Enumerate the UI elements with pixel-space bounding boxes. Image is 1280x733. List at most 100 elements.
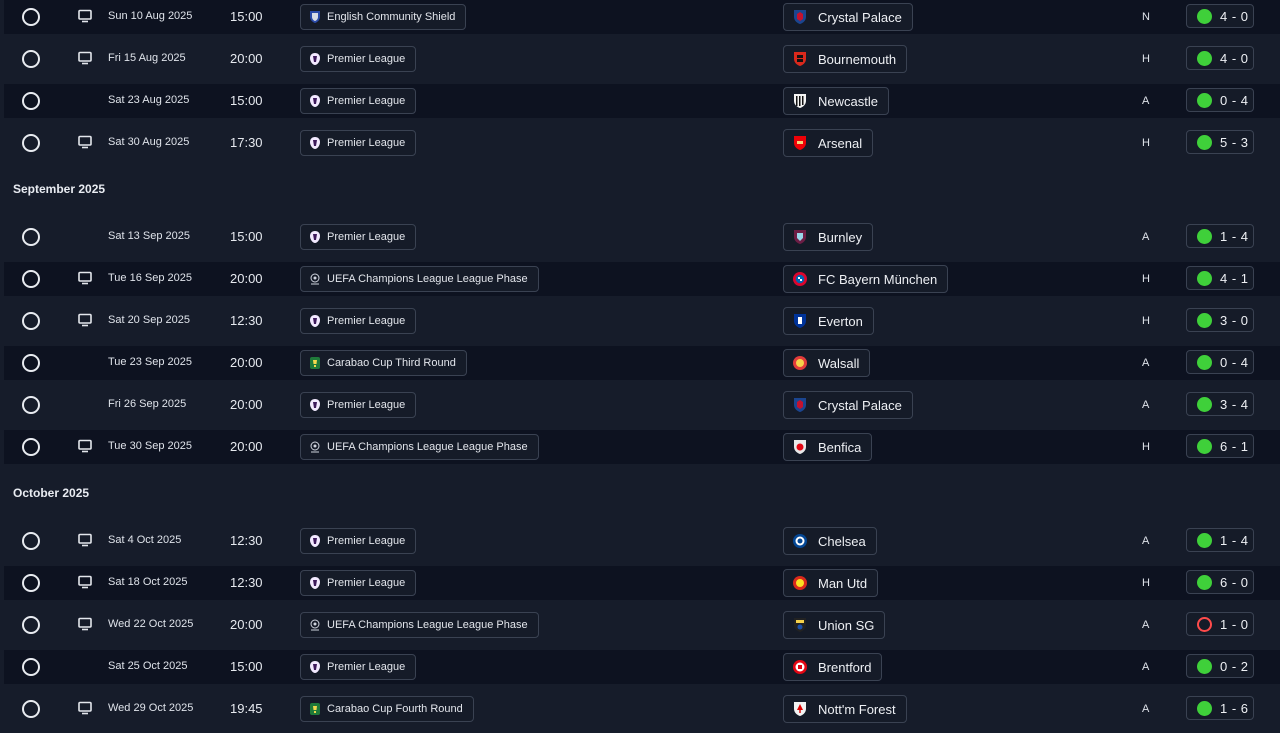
fixture-row[interactable]: Sat 20 Sep 2025 12:30 Premier League Everto… bbox=[4, 304, 1280, 338]
select-radio[interactable] bbox=[22, 354, 40, 372]
select-radio[interactable] bbox=[22, 228, 40, 246]
result-badge[interactable]: 3 - 0 bbox=[1186, 308, 1254, 332]
fixture-row[interactable]: Tue 30 Sep 2025 20:00 UEFA Champions Leagu… bbox=[4, 430, 1280, 464]
opponent-badge[interactable]: Arsenal bbox=[783, 129, 874, 157]
win-dot-icon bbox=[1197, 8, 1212, 24]
champions-league-icon bbox=[309, 440, 321, 454]
win-dot-icon bbox=[1197, 228, 1212, 244]
score: 6 - 1 bbox=[1220, 438, 1249, 454]
match-date: Sat 20 Sep 2025 bbox=[108, 314, 190, 326]
result-badge[interactable]: 0 - 2 bbox=[1186, 654, 1254, 678]
brentford-crest-icon bbox=[792, 659, 808, 675]
win-dot-icon bbox=[1197, 270, 1212, 286]
competition-badge[interactable]: UEFA Champions League League Phase bbox=[300, 434, 539, 460]
select-radio[interactable] bbox=[22, 616, 40, 634]
competition-badge[interactable]: Premier League bbox=[300, 392, 417, 418]
select-radio[interactable] bbox=[22, 396, 40, 414]
select-radio[interactable] bbox=[22, 438, 40, 456]
competition-badge[interactable]: Carabao Cup Third Round bbox=[300, 350, 467, 376]
competition-name: Premier League bbox=[327, 399, 406, 411]
opponent-badge[interactable]: Burnley bbox=[783, 223, 874, 251]
select-radio[interactable] bbox=[22, 312, 40, 330]
result-badge[interactable]: 3 - 4 bbox=[1186, 392, 1254, 416]
fixture-row[interactable]: Tue 16 Sep 2025 20:00 UEFA Champions Leagu… bbox=[4, 262, 1280, 296]
select-radio[interactable] bbox=[22, 50, 40, 68]
fixture-row[interactable]: Fri 15 Aug 2025 20:00 Premier League Bourne… bbox=[4, 42, 1280, 76]
fixture-row[interactable]: Sat 4 Oct 2025 12:30 Premier League Chelsea… bbox=[4, 524, 1280, 558]
result-badge[interactable]: 6 - 0 bbox=[1186, 570, 1254, 594]
opponent-badge[interactable]: Chelsea bbox=[783, 527, 877, 555]
result-badge[interactable]: 1 - 0 bbox=[1186, 612, 1254, 636]
venue-indicator: H bbox=[1142, 441, 1150, 453]
win-dot-icon bbox=[1197, 396, 1212, 412]
competition-badge[interactable]: Premier League bbox=[300, 308, 417, 334]
result-badge[interactable]: 4 - 0 bbox=[1186, 4, 1254, 28]
result-badge[interactable]: 1 - 6 bbox=[1186, 696, 1254, 720]
kickoff-time: 20:00 bbox=[230, 617, 263, 632]
select-radio[interactable] bbox=[22, 658, 40, 676]
fixture-row[interactable]: Sun 10 Aug 2025 15:00 English Community Sh… bbox=[4, 0, 1280, 34]
premier-league-icon bbox=[309, 94, 321, 108]
select-radio[interactable] bbox=[22, 270, 40, 288]
kickoff-time: 17:30 bbox=[230, 135, 263, 150]
result-badge[interactable]: 1 - 4 bbox=[1186, 528, 1254, 552]
opponent-badge[interactable]: Brentford bbox=[783, 653, 883, 681]
match-date: Tue 30 Sep 2025 bbox=[108, 440, 192, 452]
opponent-badge[interactable]: Bournemouth bbox=[783, 45, 908, 73]
competition-badge[interactable]: Premier League bbox=[300, 654, 417, 680]
competition-badge[interactable]: Carabao Cup Fourth Round bbox=[300, 696, 474, 722]
opponent-badge[interactable]: Walsall bbox=[783, 349, 871, 377]
competition-badge[interactable]: Premier League bbox=[300, 88, 417, 114]
opponent-name: Crystal Palace bbox=[818, 397, 902, 413]
competition-name: Premier League bbox=[327, 315, 406, 327]
fixture-row[interactable]: Sat 18 Oct 2025 12:30 Premier League Man Ut… bbox=[4, 566, 1280, 600]
competition-name: English Community Shield bbox=[327, 11, 456, 23]
competition-badge[interactable]: Premier League bbox=[300, 130, 417, 156]
competition-badge[interactable]: Premier League bbox=[300, 46, 417, 72]
competition-badge[interactable]: Premier League bbox=[300, 528, 417, 554]
win-dot-icon bbox=[1197, 134, 1212, 150]
competition-name: Premier League bbox=[327, 95, 406, 107]
opponent-badge[interactable]: Union SG bbox=[783, 611, 886, 639]
result-badge[interactable]: 4 - 1 bbox=[1186, 266, 1254, 290]
competition-badge[interactable]: Premier League bbox=[300, 224, 417, 250]
result-badge[interactable]: 4 - 0 bbox=[1186, 46, 1254, 70]
result-badge[interactable]: 1 - 4 bbox=[1186, 224, 1254, 248]
competition-badge[interactable]: Premier League bbox=[300, 570, 417, 596]
opponent-badge[interactable]: Man Utd bbox=[783, 569, 879, 597]
fixture-row[interactable]: Sat 13 Sep 2025 15:00 Premier League Burnle… bbox=[4, 220, 1280, 254]
carabao-cup-icon bbox=[309, 356, 321, 370]
opponent-badge[interactable]: FC Bayern München bbox=[783, 265, 949, 293]
crystal-palace-crest-icon bbox=[792, 397, 808, 413]
opponent-badge[interactable]: Everton bbox=[783, 307, 874, 335]
select-radio[interactable] bbox=[22, 574, 40, 592]
select-radio[interactable] bbox=[22, 532, 40, 550]
fixture-row[interactable]: Tue 23 Sep 2025 20:00 Carabao Cup Third Ro… bbox=[4, 346, 1280, 380]
opponent-name: Chelsea bbox=[818, 533, 866, 549]
opponent-badge[interactable]: Crystal Palace bbox=[783, 391, 913, 419]
fixture-row[interactable]: Wed 29 Oct 2025 19:45 Carabao Cup Fourth R… bbox=[4, 692, 1280, 726]
select-radio[interactable] bbox=[22, 92, 40, 110]
select-radio[interactable] bbox=[22, 700, 40, 718]
opponent-badge[interactable]: Benfica bbox=[783, 433, 873, 461]
fixture-row[interactable]: Sat 25 Oct 2025 15:00 Premier League Brentf… bbox=[4, 650, 1280, 684]
fixture-row[interactable]: Sat 23 Aug 2025 15:00 Premier League Newcas… bbox=[4, 84, 1280, 118]
result-badge[interactable]: 0 - 4 bbox=[1186, 88, 1254, 112]
fixture-row[interactable]: Fri 26 Sep 2025 20:00 Premier League Crysta… bbox=[4, 388, 1280, 422]
result-badge[interactable]: 5 - 3 bbox=[1186, 130, 1254, 154]
result-badge[interactable]: 6 - 1 bbox=[1186, 434, 1254, 458]
fixture-row[interactable]: Wed 22 Oct 2025 20:00 UEFA Champions Leagu… bbox=[4, 608, 1280, 642]
opponent-badge[interactable]: Nott'm Forest bbox=[783, 695, 907, 723]
competition-name: UEFA Champions League League Phase bbox=[327, 441, 528, 453]
select-radio[interactable] bbox=[22, 134, 40, 152]
opponent-badge[interactable]: Newcastle bbox=[783, 87, 889, 115]
opponent-badge[interactable]: Crystal Palace bbox=[783, 3, 913, 31]
competition-badge[interactable]: English Community Shield bbox=[300, 4, 467, 30]
competition-name: Premier League bbox=[327, 53, 406, 65]
select-radio[interactable] bbox=[22, 8, 40, 26]
competition-badge[interactable]: UEFA Champions League League Phase bbox=[300, 612, 539, 638]
kickoff-time: 20:00 bbox=[230, 355, 263, 370]
fixture-row[interactable]: Sat 30 Aug 2025 17:30 Premier League Arsena… bbox=[4, 126, 1280, 160]
competition-badge[interactable]: UEFA Champions League League Phase bbox=[300, 266, 539, 292]
result-badge[interactable]: 0 - 4 bbox=[1186, 350, 1254, 374]
